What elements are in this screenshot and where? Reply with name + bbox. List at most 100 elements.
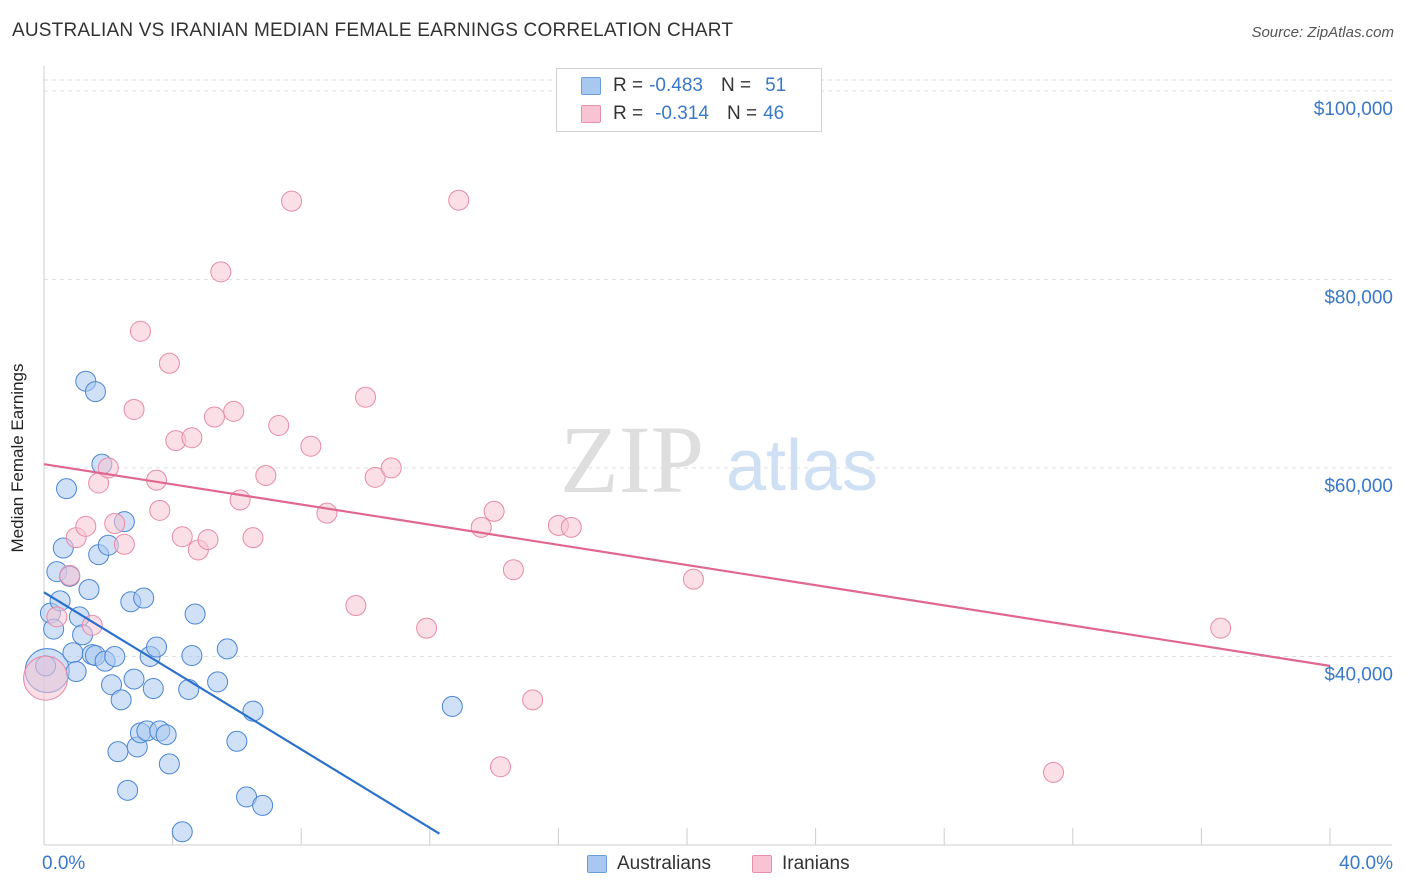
australian-point: [104, 645, 126, 667]
correlation-legend: R = -0.483 N = 51 R = -0.314 N = 46: [556, 68, 822, 132]
axes: [43, 66, 1392, 846]
legend-n-label: N =: [726, 103, 758, 124]
legend-swatch-australians: [581, 77, 601, 95]
australian-point: [84, 381, 106, 403]
legend-row-iranians: R = -0.314 N = 46: [581, 102, 784, 126]
australian-point: [146, 636, 168, 658]
trend-lines: [43, 463, 1331, 835]
iranian-point: [380, 457, 402, 479]
australian-point: [441, 695, 463, 717]
iranian-point: [490, 756, 512, 778]
iranian-point: [197, 529, 219, 551]
y-tick-label: $60,000: [1324, 476, 1393, 497]
iranian-point: [149, 499, 171, 521]
australian-point: [207, 671, 229, 693]
australian-point: [110, 689, 132, 711]
legend-r-label: R =: [613, 103, 644, 124]
australian-point: [178, 678, 200, 700]
series-legend-iranians[interactable]: Iranians: [752, 852, 850, 876]
iranian-point: [113, 533, 135, 555]
iranian-point: [123, 398, 145, 420]
iranians-points: [23, 189, 1232, 783]
australian-point: [117, 779, 139, 801]
iranian-point: [104, 513, 126, 535]
y-tick-label: $80,000: [1324, 287, 1393, 308]
y-tick-label: $100,000: [1314, 99, 1393, 120]
australian-point: [158, 753, 180, 775]
iranian-point: [345, 595, 367, 617]
iranian-point: [682, 568, 704, 590]
iranian-point: [448, 189, 470, 211]
legend-n-label: N =: [720, 75, 752, 96]
series-swatch-australians: [587, 855, 607, 873]
australians-points: [24, 370, 463, 843]
iranian-point: [483, 500, 505, 522]
australian-point: [56, 478, 78, 500]
australian-point: [242, 700, 264, 722]
iranian-point: [316, 502, 338, 524]
iranian-point: [129, 320, 151, 342]
iranian-point: [46, 606, 68, 628]
series-swatch-iranians: [752, 855, 772, 873]
iranian-point: [223, 400, 245, 422]
iranian-point: [355, 386, 376, 408]
iranian-point: [242, 527, 264, 549]
iranian-point: [158, 352, 180, 374]
australian-point: [78, 579, 100, 601]
series-label-iranians: Iranians: [782, 853, 850, 874]
iranian-point: [23, 655, 69, 701]
legend-r-value: -0.483: [649, 75, 703, 96]
australian-point: [107, 741, 129, 763]
iranian-point: [522, 689, 544, 711]
iranian-point: [300, 435, 322, 457]
series-legend-australians[interactable]: Australians: [587, 852, 711, 876]
iranian-point: [59, 564, 81, 586]
chart-title: AUSTRALIAN VS IRANIAN MEDIAN FEMALE EARN…: [12, 20, 734, 41]
iranian-point: [75, 515, 97, 537]
legend-r-label: R =: [613, 75, 644, 96]
iranian-point: [502, 559, 524, 581]
watermark: ZIP atlas: [560, 406, 878, 513]
legend-row-australians: R = -0.483 N = 51: [581, 74, 786, 98]
iranian-point: [181, 427, 203, 449]
legend-n-value: 46: [763, 103, 785, 124]
australian-point: [123, 668, 145, 690]
y-tick-label: $40,000: [1324, 664, 1393, 685]
australian-point: [184, 603, 206, 625]
australian-point: [171, 821, 193, 843]
iranian-point: [281, 190, 303, 212]
australian-point: [155, 724, 177, 746]
australian-point: [101, 674, 123, 696]
australian-point: [181, 645, 203, 667]
iranian-point: [1210, 617, 1232, 639]
iranian-point: [203, 406, 225, 428]
australian-point: [133, 587, 155, 609]
iranian-point: [560, 516, 582, 538]
australian-point: [226, 730, 248, 752]
iranian-point: [268, 415, 290, 437]
x-tick-label: 0.0%: [42, 853, 85, 874]
australian-point: [252, 794, 274, 816]
tick-labels: $40,000 $60,000 $80,000 $100,000 0.0% 40.0%: [42, 99, 1393, 874]
iranian-point: [171, 526, 193, 548]
iranian-point: [364, 466, 386, 488]
australian-point: [62, 642, 84, 664]
series-label-australians: Australians: [617, 853, 711, 874]
iranian-point: [81, 614, 103, 636]
australians-trend-line: [43, 591, 441, 835]
source-credit: Source: ZipAtlas.com: [1251, 24, 1394, 41]
legend-r-value: -0.314: [655, 103, 709, 124]
australian-point: [142, 678, 164, 700]
iranian-point: [416, 617, 438, 639]
iranian-point: [210, 261, 232, 283]
legend-n-value: 51: [765, 75, 787, 96]
australian-point: [216, 638, 238, 660]
australian-point: [65, 661, 87, 683]
iranian-point: [1043, 761, 1065, 783]
watermark-atlas: atlas: [726, 426, 878, 506]
legend-swatch-iranians: [581, 105, 601, 123]
iranian-point: [255, 464, 277, 486]
watermark-zip: ZIP: [560, 406, 704, 513]
iranians-trend-line: [43, 463, 1331, 667]
